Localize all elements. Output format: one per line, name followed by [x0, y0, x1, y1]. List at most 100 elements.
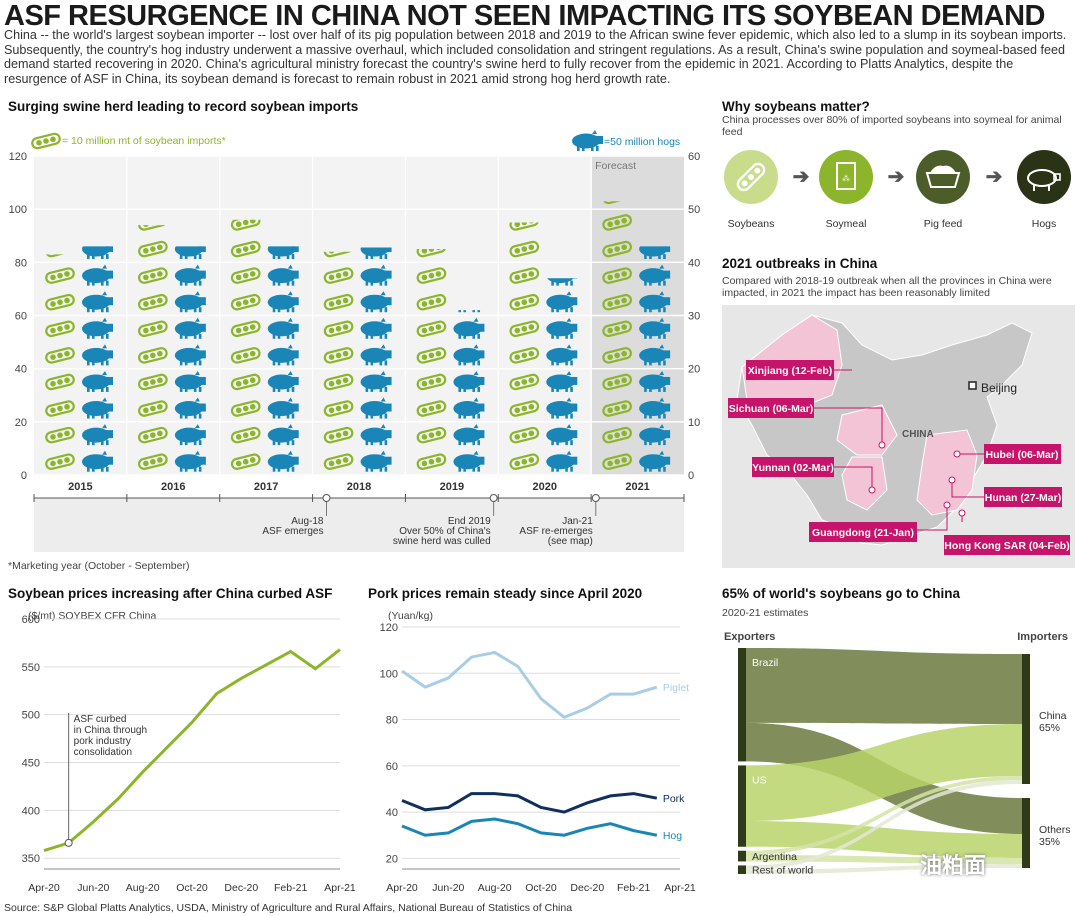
- y-tick-label: 500: [22, 710, 40, 722]
- event-label: End 2019: [448, 516, 491, 527]
- partial-soybean-icon: [509, 222, 540, 231]
- series-label-pork: Pork: [663, 793, 685, 805]
- exporter-node-brazil: [738, 648, 746, 762]
- exporter-label: Argentina: [752, 851, 797, 863]
- partial-hog-icon: [547, 278, 578, 286]
- series-label-hog: Hog: [663, 830, 682, 842]
- hog-icon: [82, 246, 113, 260]
- y-tick-label: 400: [22, 805, 40, 817]
- x-tick-label: Apr-21: [664, 882, 696, 894]
- event-label: Over 50% of China's: [399, 526, 490, 537]
- hog-icon: [1017, 150, 1071, 204]
- soybex-line: [43, 648, 341, 852]
- svg-text:Guangdong (21-Jan): Guangdong (21-Jan): [812, 527, 914, 539]
- feed-trough-icon: [916, 150, 970, 204]
- event-label: ASF emerges: [262, 526, 323, 537]
- y-tick-left: 40: [15, 364, 27, 376]
- marketing-year-note: *Marketing year (October - September): [8, 560, 190, 572]
- soybean-pod-icon: [138, 320, 168, 338]
- soybean-pod-icon: [323, 251, 354, 258]
- hog-icon: [360, 397, 392, 419]
- year-column-2016: [138, 225, 206, 472]
- step-label-hogs: Hogs: [1032, 218, 1057, 230]
- herd-chart-title: Surging swine herd leading to record soy…: [8, 99, 359, 114]
- x-tick-label: Oct-20: [176, 882, 208, 894]
- soybean-pod-icon: [45, 293, 75, 311]
- soybean-pod-icon: [602, 400, 632, 417]
- y-tick-right: 400: [688, 257, 700, 269]
- y-tick-left: 0: [21, 470, 27, 482]
- china-label: CHINA: [902, 429, 934, 440]
- hog-icon: [546, 344, 578, 366]
- y-tick-label: 550: [22, 662, 40, 674]
- why-soybeans-subtitle: China processes over 80% of imported soy…: [722, 114, 1062, 138]
- outbreak-label-guangdong: Guangdong (21-Jan): [809, 522, 917, 542]
- hog-icon: [639, 291, 671, 313]
- y-tick-right: 500: [688, 204, 700, 216]
- outbreak-label-hubei: Hubei (06-Mar): [984, 444, 1061, 464]
- svg-text:⁂: ⁂: [842, 174, 850, 183]
- y-axis-label: ($/mt) SOYBEX CFR China: [28, 610, 157, 622]
- soybean-pod-icon: [323, 373, 354, 391]
- hog-icon: [546, 450, 578, 472]
- pork-price-line: [401, 792, 658, 814]
- soybean-pod-icon: [230, 453, 261, 470]
- importers-label: Importers: [1017, 631, 1068, 643]
- sankey-title: 65% of world's soybeans go to China: [722, 586, 960, 601]
- soybean-pod-icon: [138, 426, 168, 444]
- hog-icon: [82, 424, 113, 446]
- legend-soybean: = 10 million mt of soybean imports*: [62, 135, 226, 147]
- flow-us-to-others: [746, 821, 1022, 858]
- event-marker: [591, 494, 600, 502]
- soybean-pod-icon: [724, 150, 778, 204]
- soybean-pod-icon: [416, 373, 447, 391]
- hog-icon: [360, 424, 392, 446]
- y-tick-label: 80: [386, 715, 398, 727]
- year-column-2020: [509, 222, 578, 472]
- x-tick-label: Feb-21: [617, 882, 650, 894]
- x-tick-label: Aug-20: [478, 882, 512, 894]
- partial-hog-icon: [458, 310, 481, 313]
- x-tick-label: Apr-20: [386, 882, 418, 894]
- hog-icon: [267, 264, 299, 286]
- svg-text:Hunan (27-Mar): Hunan (27-Mar): [985, 492, 1061, 504]
- soybean-pod-icon: [138, 373, 168, 391]
- soybean-pod-icon: [509, 222, 540, 231]
- soybean-pod-icon: [323, 453, 354, 470]
- svg-text:Xinjiang (12-Feb): Xinjiang (12-Feb): [748, 365, 833, 377]
- soybean-pod-icon: [230, 426, 261, 444]
- hog-icon: [174, 291, 206, 313]
- hog-icon: [547, 278, 578, 286]
- exporter-label: US: [752, 774, 767, 786]
- soy-to-hog-flow: Soybeans ➔ ⁂ Soymeal ➔ Pig feed ➔ Hogs: [724, 150, 1071, 230]
- y-tick-label: 450: [22, 758, 40, 770]
- year-column-2018: [323, 247, 392, 472]
- importer-label: Others: [1039, 824, 1071, 836]
- soybean-pod-icon: [138, 293, 168, 311]
- soybean-pod-icon: [230, 320, 261, 338]
- hog-icon: [546, 424, 578, 446]
- importer-pct: 65%: [1039, 722, 1060, 734]
- soybean-pod-icon: [230, 219, 261, 231]
- importer-node-china: [1022, 654, 1030, 784]
- x-tick-label: 2021: [625, 481, 649, 493]
- exporter-label: Rest of world: [752, 865, 813, 877]
- x-tick-label: Jun-20: [432, 882, 464, 894]
- arrow-icon: ➔: [888, 166, 905, 188]
- svg-text:Hong Kong SAR (04-Feb): Hong Kong SAR (04-Feb): [944, 540, 1069, 552]
- svg-text:Yunnan (02-Mar): Yunnan (02-Mar): [752, 462, 834, 474]
- soybean-pod-icon: [602, 453, 632, 470]
- partial-hog-icon: [82, 246, 113, 260]
- soybean-price-title: Soybean prices increasing after China cu…: [8, 586, 333, 601]
- hog-icon: [453, 344, 485, 366]
- hog-icon: [572, 130, 603, 151]
- soybean-pod-icon: [509, 453, 540, 470]
- soybean-pod-icon: [230, 347, 261, 364]
- hog-icon: [267, 450, 299, 472]
- step-label-pig-feed: Pig feed: [924, 218, 963, 230]
- importer-pct: 35%: [1039, 836, 1060, 848]
- soybean-pod-icon: [509, 426, 540, 444]
- svg-text:Sichuan (06-Mar): Sichuan (06-Mar): [729, 403, 814, 415]
- soybean-pod-icon: [509, 373, 540, 391]
- y-tick-right: 300: [688, 311, 700, 323]
